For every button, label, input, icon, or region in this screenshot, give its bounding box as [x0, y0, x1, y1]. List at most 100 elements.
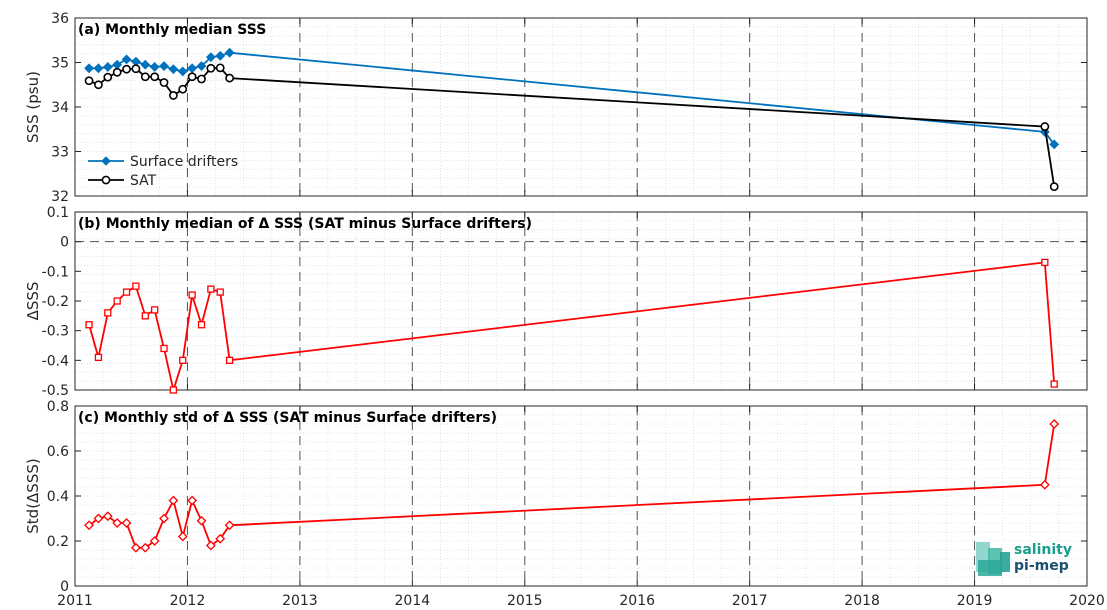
data-point [130, 542, 141, 553]
data-point [205, 540, 216, 551]
data-point [1049, 419, 1060, 429]
x-tick-label: 2013 [282, 593, 318, 609]
logo-text-salinity: salinity [1014, 542, 1072, 558]
data-point [160, 344, 168, 353]
data-point [94, 80, 103, 90]
data-point [93, 513, 104, 524]
panel-2: -0.5 -0.4 -0.3 -0.2 -0.1 0 0.1 ΔSSS (b) Monthly … [24, 205, 1088, 399]
y-tick-label: 32 [51, 189, 69, 205]
data-point [215, 533, 226, 544]
y-tick-label: 0 [60, 235, 69, 251]
series-line [88, 423, 1056, 549]
data-point [131, 64, 141, 74]
legend: Surface drifters SAT [88, 154, 238, 189]
x-tick-label: 2017 [732, 593, 768, 609]
y-tick-label: 35 [51, 56, 69, 72]
data-point [103, 72, 113, 82]
data-point [206, 63, 216, 73]
data-point [141, 312, 149, 320]
data-point [122, 288, 131, 296]
data-point [197, 74, 206, 84]
data-point [112, 67, 122, 77]
data-point [187, 495, 198, 506]
data-point [104, 309, 112, 317]
data-point [159, 61, 169, 71]
y-tick-label: -0.5 [42, 383, 69, 399]
data-point [121, 54, 132, 65]
x-tick-label: 2018 [844, 593, 880, 609]
data-point [159, 78, 169, 87]
y-axis-label: Std(ΔSSS) [24, 458, 42, 533]
data-point [168, 64, 179, 75]
data-point [140, 59, 151, 70]
y-axis-label: ΔSSS [24, 282, 42, 321]
data-point [187, 72, 197, 82]
data-point [224, 520, 235, 531]
data-point [168, 91, 178, 100]
series-line [88, 261, 1056, 394]
y-tick-label: 0.2 [47, 534, 69, 550]
data-point [1040, 122, 1050, 131]
data-point [205, 52, 216, 63]
logo-shape [1000, 552, 1010, 572]
x-tick-label: 2019 [957, 593, 993, 609]
x-tick-label: 2016 [619, 593, 655, 609]
data-point [168, 495, 179, 506]
y-tick-label: -0.2 [42, 294, 69, 310]
legend-marker-sat [101, 175, 111, 185]
data-point [85, 321, 93, 329]
data-point [159, 513, 169, 524]
data-point [113, 297, 121, 305]
y-tick-label: -0.4 [42, 353, 69, 369]
x-tick-label: 2020 [1069, 593, 1105, 609]
data-point [93, 63, 104, 74]
data-point [197, 321, 206, 329]
data-point [149, 62, 160, 72]
data-point [122, 64, 131, 74]
data-point [215, 50, 226, 61]
data-point [112, 59, 123, 70]
y-axis-label: SSS (psu) [24, 71, 42, 143]
data-point [102, 62, 113, 72]
data-point [1039, 479, 1050, 490]
x-tick-label: 2015 [507, 593, 543, 609]
y-tick-label: -0.3 [42, 324, 69, 340]
data-point [179, 356, 187, 364]
data-point [216, 288, 224, 296]
data-point [177, 531, 188, 542]
data-point [225, 73, 235, 83]
x-tick-label: 2011 [57, 593, 93, 609]
data-point [84, 76, 94, 86]
data-point [94, 353, 103, 362]
y-tick-label: 0.4 [47, 489, 69, 505]
data-point [149, 536, 160, 546]
y-tick-label: 0.1 [47, 205, 69, 221]
panel-1: 32 33 34 35 36 SSS (psu) (a) Monthly median SS… [24, 11, 1088, 205]
data-point [187, 63, 198, 74]
panel-title: (c) Monthly std of Δ SSS (SAT minus Surf… [78, 410, 497, 426]
data-point [188, 291, 196, 299]
data-point [121, 518, 132, 528]
legend-label-sat: SAT [130, 173, 157, 189]
x-tick-label: 2014 [395, 593, 431, 609]
data-point [177, 66, 188, 77]
data-point [196, 515, 207, 526]
data-point [215, 63, 225, 73]
data-point [1049, 182, 1059, 192]
legend-marker-drifters [101, 156, 111, 166]
y-tick-label: 33 [51, 145, 69, 161]
data-point [225, 356, 234, 364]
data-point [150, 72, 160, 82]
data-point [224, 47, 235, 58]
y-tick-label: 34 [51, 100, 69, 116]
y-tick-label: 0.8 [47, 399, 69, 415]
y-tick-label: -0.1 [42, 264, 69, 280]
y-tick-label: 36 [51, 11, 69, 27]
panel-3: 0 0.2 0.4 0.6 0.8 2011 2012 2013 2014 2015 2016 201… [24, 399, 1105, 609]
data-point [178, 84, 188, 94]
data-point [196, 61, 207, 71]
y-tick-label: 0 [60, 579, 69, 595]
legend-label-drifters: Surface drifters [130, 154, 238, 170]
